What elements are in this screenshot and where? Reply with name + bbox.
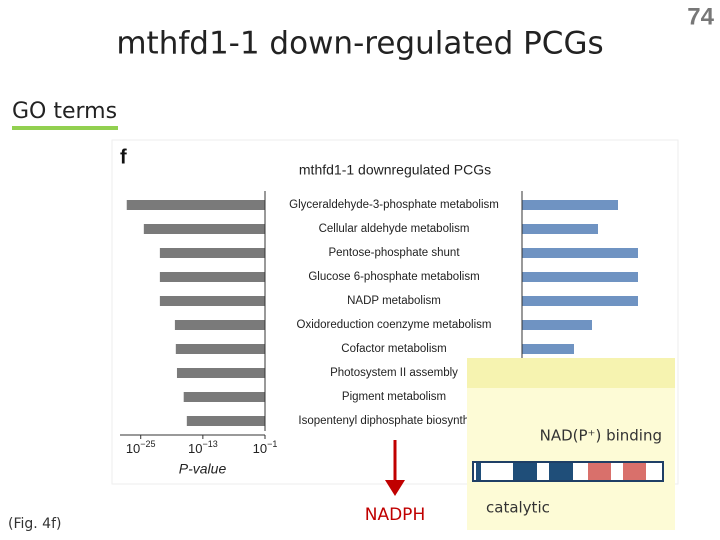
arrow-head — [385, 480, 405, 496]
category-label: Isopentenyl diphosphate biosynthesis — [298, 415, 489, 427]
bar — [175, 344, 265, 354]
bar — [174, 320, 265, 330]
x-tick-label: 10−25 — [126, 439, 156, 456]
bar — [522, 344, 574, 354]
bar — [183, 392, 265, 402]
x-tick-label: 10−13 — [188, 439, 218, 456]
x-tick-label: 10−1 — [253, 439, 278, 456]
overlay-band — [467, 358, 675, 388]
category-label: Glyceraldehyde-3-phosphate metabolism — [289, 199, 499, 211]
category-label: Oxidoreduction coenzyme metabolism — [297, 319, 492, 331]
domain-block — [623, 463, 646, 480]
bar — [522, 248, 638, 258]
category-label: Cellular aldehyde metabolism — [319, 223, 470, 235]
category-label: Glucose 6-phosphate metabolism — [308, 271, 479, 283]
bar — [522, 224, 598, 234]
bar — [186, 416, 265, 426]
bar — [522, 320, 592, 330]
bar — [522, 296, 638, 306]
page-number: 74 — [687, 3, 714, 30]
chart-title: mthfd1-1 downregulated PCGs — [299, 162, 491, 178]
category-label: Pentose-phosphate shunt — [328, 247, 460, 259]
bar — [159, 248, 265, 258]
category-label: Photosystem II assembly — [330, 367, 458, 379]
figure-ref: (Fig. 4f) — [8, 516, 61, 532]
domain-block — [476, 463, 481, 480]
category-label: NADP metabolism — [347, 295, 441, 307]
panel-label: f — [120, 146, 127, 168]
category-label: Cofactor metabolism — [341, 343, 446, 355]
overlay-label: NAD(P⁺) binding — [540, 427, 662, 445]
arrow-label: NADPH — [365, 505, 425, 525]
bar — [176, 368, 265, 378]
bar — [143, 224, 265, 234]
slide-title: mthfd1-1 down-regulated PCGs — [116, 26, 603, 62]
slide-subtitle: GO terms — [12, 99, 117, 124]
strip-label: catalytic — [486, 499, 550, 517]
bar — [159, 296, 265, 306]
category-label: Pigment metabolism — [342, 391, 446, 403]
bar — [522, 272, 638, 282]
bar — [159, 272, 265, 282]
overlay: NAD(P⁺) binding catalytic — [467, 358, 675, 530]
x-axis-label: P-value — [179, 461, 227, 477]
domain-block — [588, 463, 611, 480]
domain-block — [513, 463, 537, 480]
bar — [126, 200, 265, 210]
subtitle-underline — [12, 126, 118, 130]
bar — [522, 200, 618, 210]
domain-block — [549, 463, 573, 480]
